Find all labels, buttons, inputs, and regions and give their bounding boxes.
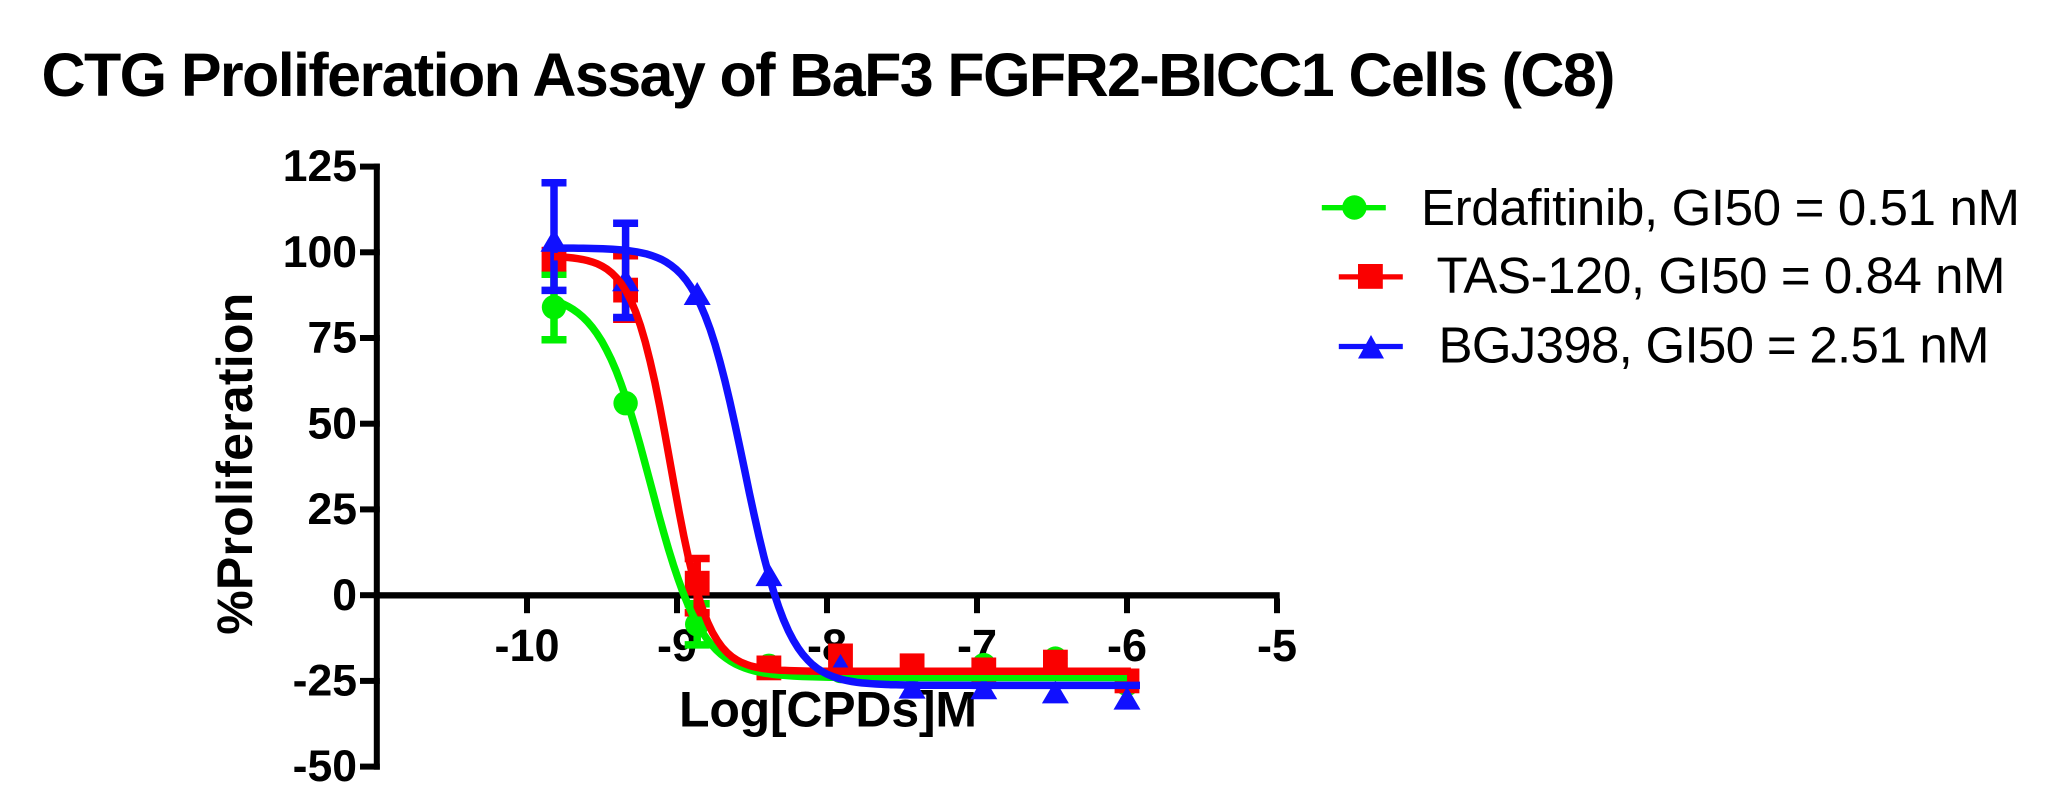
- svg-text:75: 75: [308, 314, 358, 363]
- svg-text:-10: -10: [494, 620, 559, 671]
- svg-text:TAS-120, GI50 = 0.84 nM: TAS-120, GI50 = 0.84 nM: [1437, 247, 2006, 304]
- svg-text:50: 50: [308, 399, 358, 448]
- svg-text:-5: -5: [1257, 620, 1297, 671]
- svg-text:-25: -25: [293, 657, 357, 706]
- svg-text:25: 25: [308, 485, 358, 534]
- svg-text:BGJ398, GI50 = 2.51 nM: BGJ398, GI50 = 2.51 nM: [1439, 316, 1990, 373]
- svg-text:-6: -6: [1107, 620, 1147, 671]
- svg-text:%Proliferation: %Proliferation: [207, 293, 263, 635]
- svg-text:CTG Proliferation Assay of BaF: CTG Proliferation Assay of BaF3 FGFR2-BI…: [42, 41, 1616, 109]
- svg-text:0: 0: [332, 571, 357, 620]
- svg-text:100: 100: [283, 228, 357, 277]
- svg-text:125: 125: [283, 142, 357, 191]
- svg-text:Erdafitinib, GI50 = 0.51 nM: Erdafitinib, GI50 = 0.51 nM: [1421, 179, 2020, 236]
- svg-text:-50: -50: [293, 742, 357, 791]
- svg-text:Log[CPDs]M: Log[CPDs]M: [679, 682, 977, 738]
